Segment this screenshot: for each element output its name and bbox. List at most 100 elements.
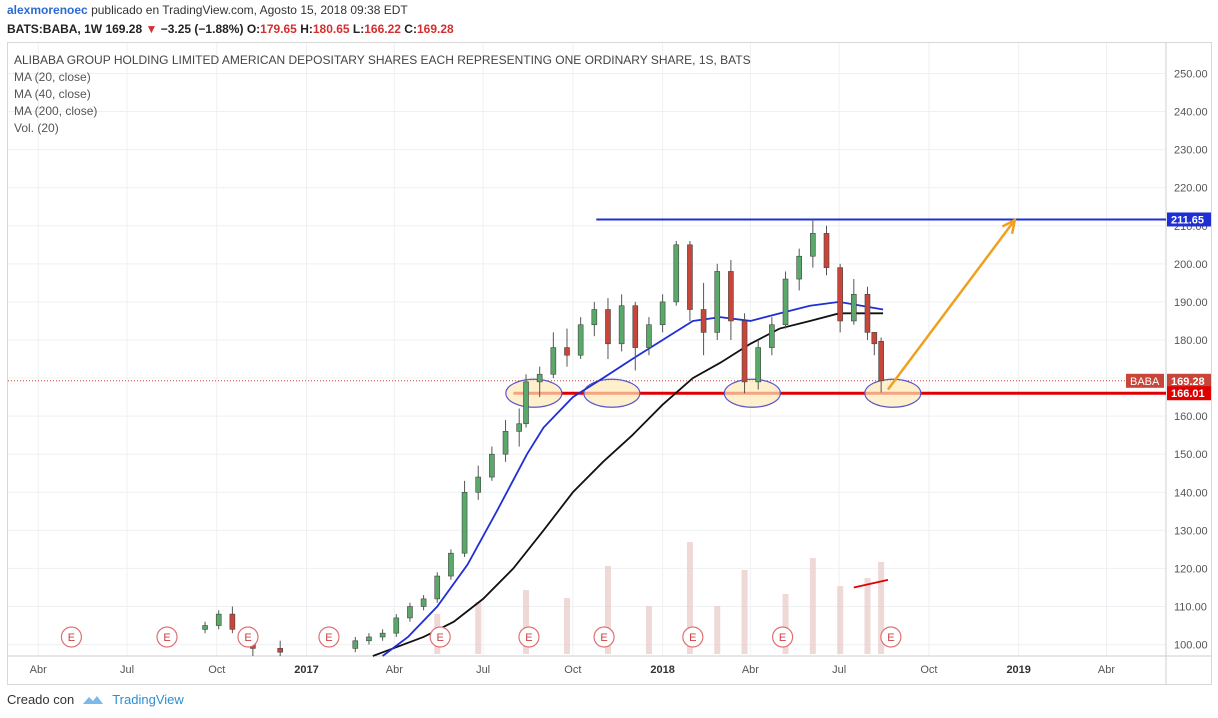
y-tick-label: 130.00 bbox=[1174, 525, 1208, 537]
down-triangle-icon: ▼ bbox=[145, 22, 158, 36]
created-with-label: Creado con bbox=[7, 692, 75, 707]
x-tick-label: Jul bbox=[120, 664, 134, 676]
chart-panel[interactable] bbox=[7, 42, 1212, 685]
candle-body bbox=[502, 431, 509, 455]
volume-bar bbox=[523, 590, 530, 654]
earnings-marker bbox=[880, 626, 902, 648]
earnings-label: E bbox=[244, 632, 251, 644]
y-tick-label: 110.00 bbox=[1174, 602, 1207, 614]
x-tick-label: Abr bbox=[742, 664, 759, 676]
volume-bar bbox=[714, 606, 721, 654]
last-price-badge-bg bbox=[1167, 373, 1211, 388]
earnings-marker bbox=[60, 626, 83, 648]
candle-body bbox=[564, 347, 570, 356]
ma20-line bbox=[382, 300, 884, 657]
y-tick-label: 160.00 bbox=[1174, 411, 1208, 423]
x-tick-label: Jul bbox=[832, 664, 846, 676]
earnings-label: E bbox=[325, 632, 332, 644]
candle-body bbox=[714, 271, 721, 333]
tradingview-logo-icon bbox=[83, 695, 104, 704]
candle-body bbox=[523, 381, 529, 425]
header-line-1: alexmorenoec publicado en TradingView.co… bbox=[7, 3, 408, 17]
circled-low-marker bbox=[864, 378, 922, 408]
y-tick-label: 240.00 bbox=[1174, 107, 1208, 119]
y-tick-label: 120.00 bbox=[1174, 563, 1208, 575]
candle-body bbox=[489, 453, 495, 478]
y-tick-label: 190.00 bbox=[1174, 297, 1208, 309]
candle-body bbox=[393, 617, 400, 634]
y-tick-label: 250.00 bbox=[1174, 68, 1208, 80]
y-tick-label: 150.00 bbox=[1174, 449, 1208, 461]
earnings-marker bbox=[682, 626, 704, 648]
earnings-marker bbox=[518, 626, 540, 648]
candle-body bbox=[379, 632, 386, 638]
symbol-badge-text: BABA bbox=[1130, 376, 1160, 388]
earnings-marker bbox=[593, 626, 615, 648]
candle-body bbox=[434, 575, 441, 600]
symbol-label: BATS:BABA, 1W bbox=[7, 22, 103, 36]
volume-bar bbox=[782, 594, 789, 654]
candle-body bbox=[461, 491, 468, 554]
volume-bar bbox=[604, 566, 611, 654]
volume-bar bbox=[645, 606, 652, 654]
candle-body bbox=[577, 324, 584, 356]
ma40-line bbox=[372, 312, 884, 657]
low-value: 166.22 bbox=[364, 22, 401, 36]
circled-low-marker bbox=[505, 378, 563, 408]
x-tick-label: 2019 bbox=[1006, 664, 1030, 676]
target-arrow-line bbox=[886, 219, 1016, 391]
x-tick-label: Abr bbox=[386, 664, 403, 676]
candle-body bbox=[352, 640, 359, 649]
candle-body bbox=[659, 301, 666, 326]
open-label: O: bbox=[246, 22, 261, 36]
earnings-label: E bbox=[437, 632, 444, 644]
close-value: 169.28 bbox=[416, 22, 454, 36]
earnings-label: E bbox=[68, 632, 75, 644]
support-badge-bg bbox=[1167, 386, 1211, 401]
candle-body bbox=[420, 598, 427, 607]
legend-ma40[interactable]: MA (40, close) bbox=[14, 87, 91, 101]
candle-body bbox=[871, 332, 878, 345]
legend-ma20[interactable]: MA (20, close) bbox=[14, 70, 91, 84]
published-info: publicado en TradingView.com, Agosto 15,… bbox=[91, 3, 408, 17]
y-tick-label: 140.00 bbox=[1174, 487, 1208, 499]
y-tick-label: 230.00 bbox=[1174, 145, 1208, 157]
candle-body bbox=[687, 244, 693, 310]
tradingview-brand-link[interactable]: TradingView bbox=[112, 692, 184, 707]
candle-body bbox=[632, 305, 639, 348]
candle-body bbox=[202, 625, 208, 630]
high-value: 180.65 bbox=[312, 22, 350, 36]
x-tick-label: Oct bbox=[564, 664, 581, 676]
volume-bar bbox=[864, 578, 871, 654]
close-label: C: bbox=[404, 22, 417, 36]
earnings-marker bbox=[429, 626, 451, 648]
last-price: 169.28 bbox=[105, 22, 143, 36]
volume-bar bbox=[809, 558, 816, 654]
price-change: −3.25 (−1.88%) bbox=[160, 22, 244, 36]
volume-bar bbox=[837, 586, 844, 654]
support-badge-text: 166.01 bbox=[1171, 388, 1205, 400]
price-chart[interactable]: 100.00 110.00 120.00 130.00 140.00 150.00 160.… bbox=[0, 0, 1218, 690]
candle-body bbox=[591, 309, 598, 326]
volume-ma-line bbox=[853, 578, 889, 589]
candle-body bbox=[755, 347, 762, 383]
candle-body bbox=[516, 423, 522, 432]
circled-low-marker bbox=[723, 378, 781, 408]
candle-body bbox=[837, 267, 843, 322]
legend-volume[interactable]: Vol. (20) bbox=[14, 121, 59, 135]
earnings-marker bbox=[318, 626, 340, 648]
author-link[interactable]: alexmorenoec bbox=[7, 3, 88, 17]
earnings-label: E bbox=[600, 632, 607, 644]
candle-body bbox=[782, 278, 789, 326]
earnings-label: E bbox=[525, 632, 532, 644]
x-tick-label: Jul bbox=[476, 664, 490, 676]
footer: Creado con TradingView bbox=[7, 692, 184, 707]
high-label: H: bbox=[300, 22, 313, 36]
volume-bar bbox=[878, 562, 885, 654]
earnings-marker bbox=[237, 626, 259, 648]
volume-bar bbox=[564, 598, 571, 654]
resistance-badge-bg bbox=[1167, 212, 1211, 227]
candle-body bbox=[823, 233, 830, 268]
legend-ma200[interactable]: MA (200, close) bbox=[14, 104, 98, 118]
candle-body bbox=[700, 309, 707, 333]
